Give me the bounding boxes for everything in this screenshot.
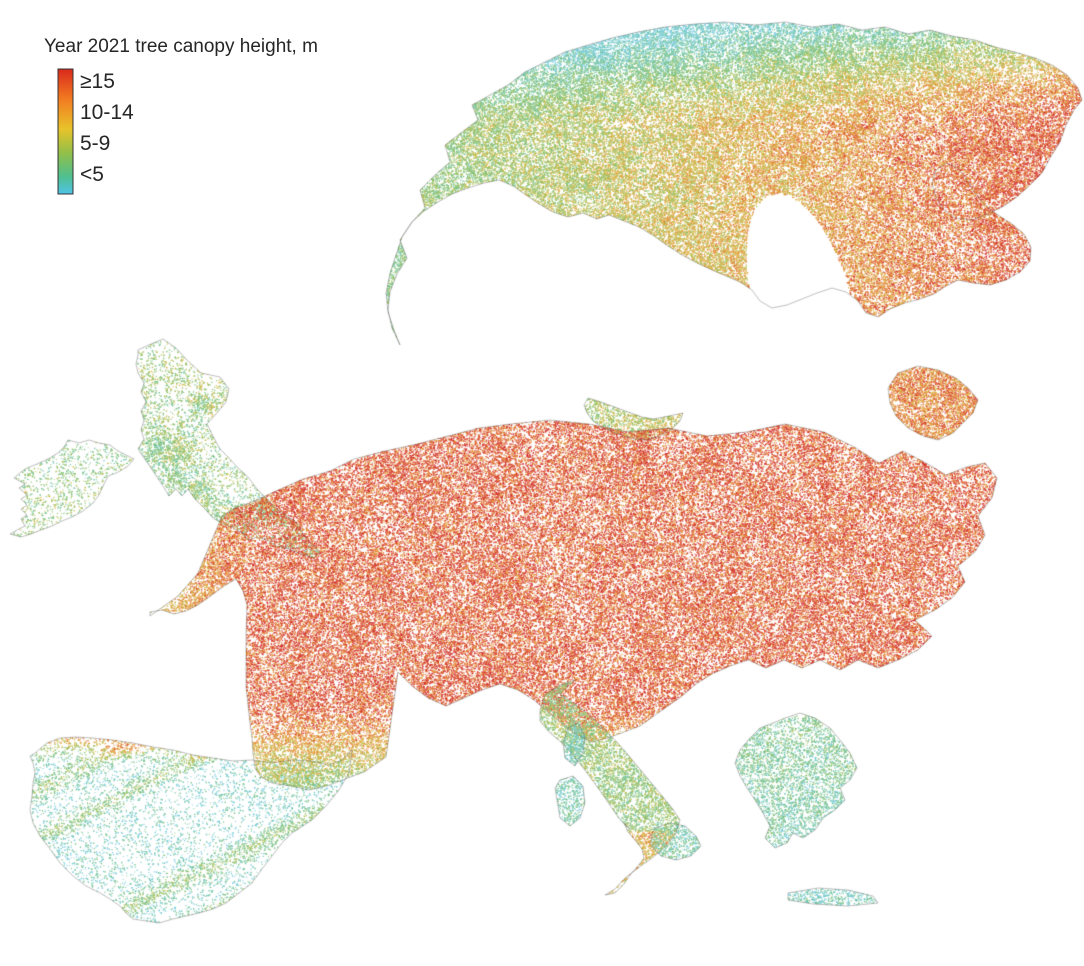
- svg-text:10-14: 10-14: [80, 101, 134, 124]
- svg-text:<5: <5: [80, 163, 104, 186]
- svg-text:≥15: ≥15: [80, 70, 115, 93]
- svg-text:Year 2021 tree canopy height,: Year 2021 tree canopy height, m: [44, 36, 318, 57]
- svg-text:5-9: 5-9: [80, 132, 110, 155]
